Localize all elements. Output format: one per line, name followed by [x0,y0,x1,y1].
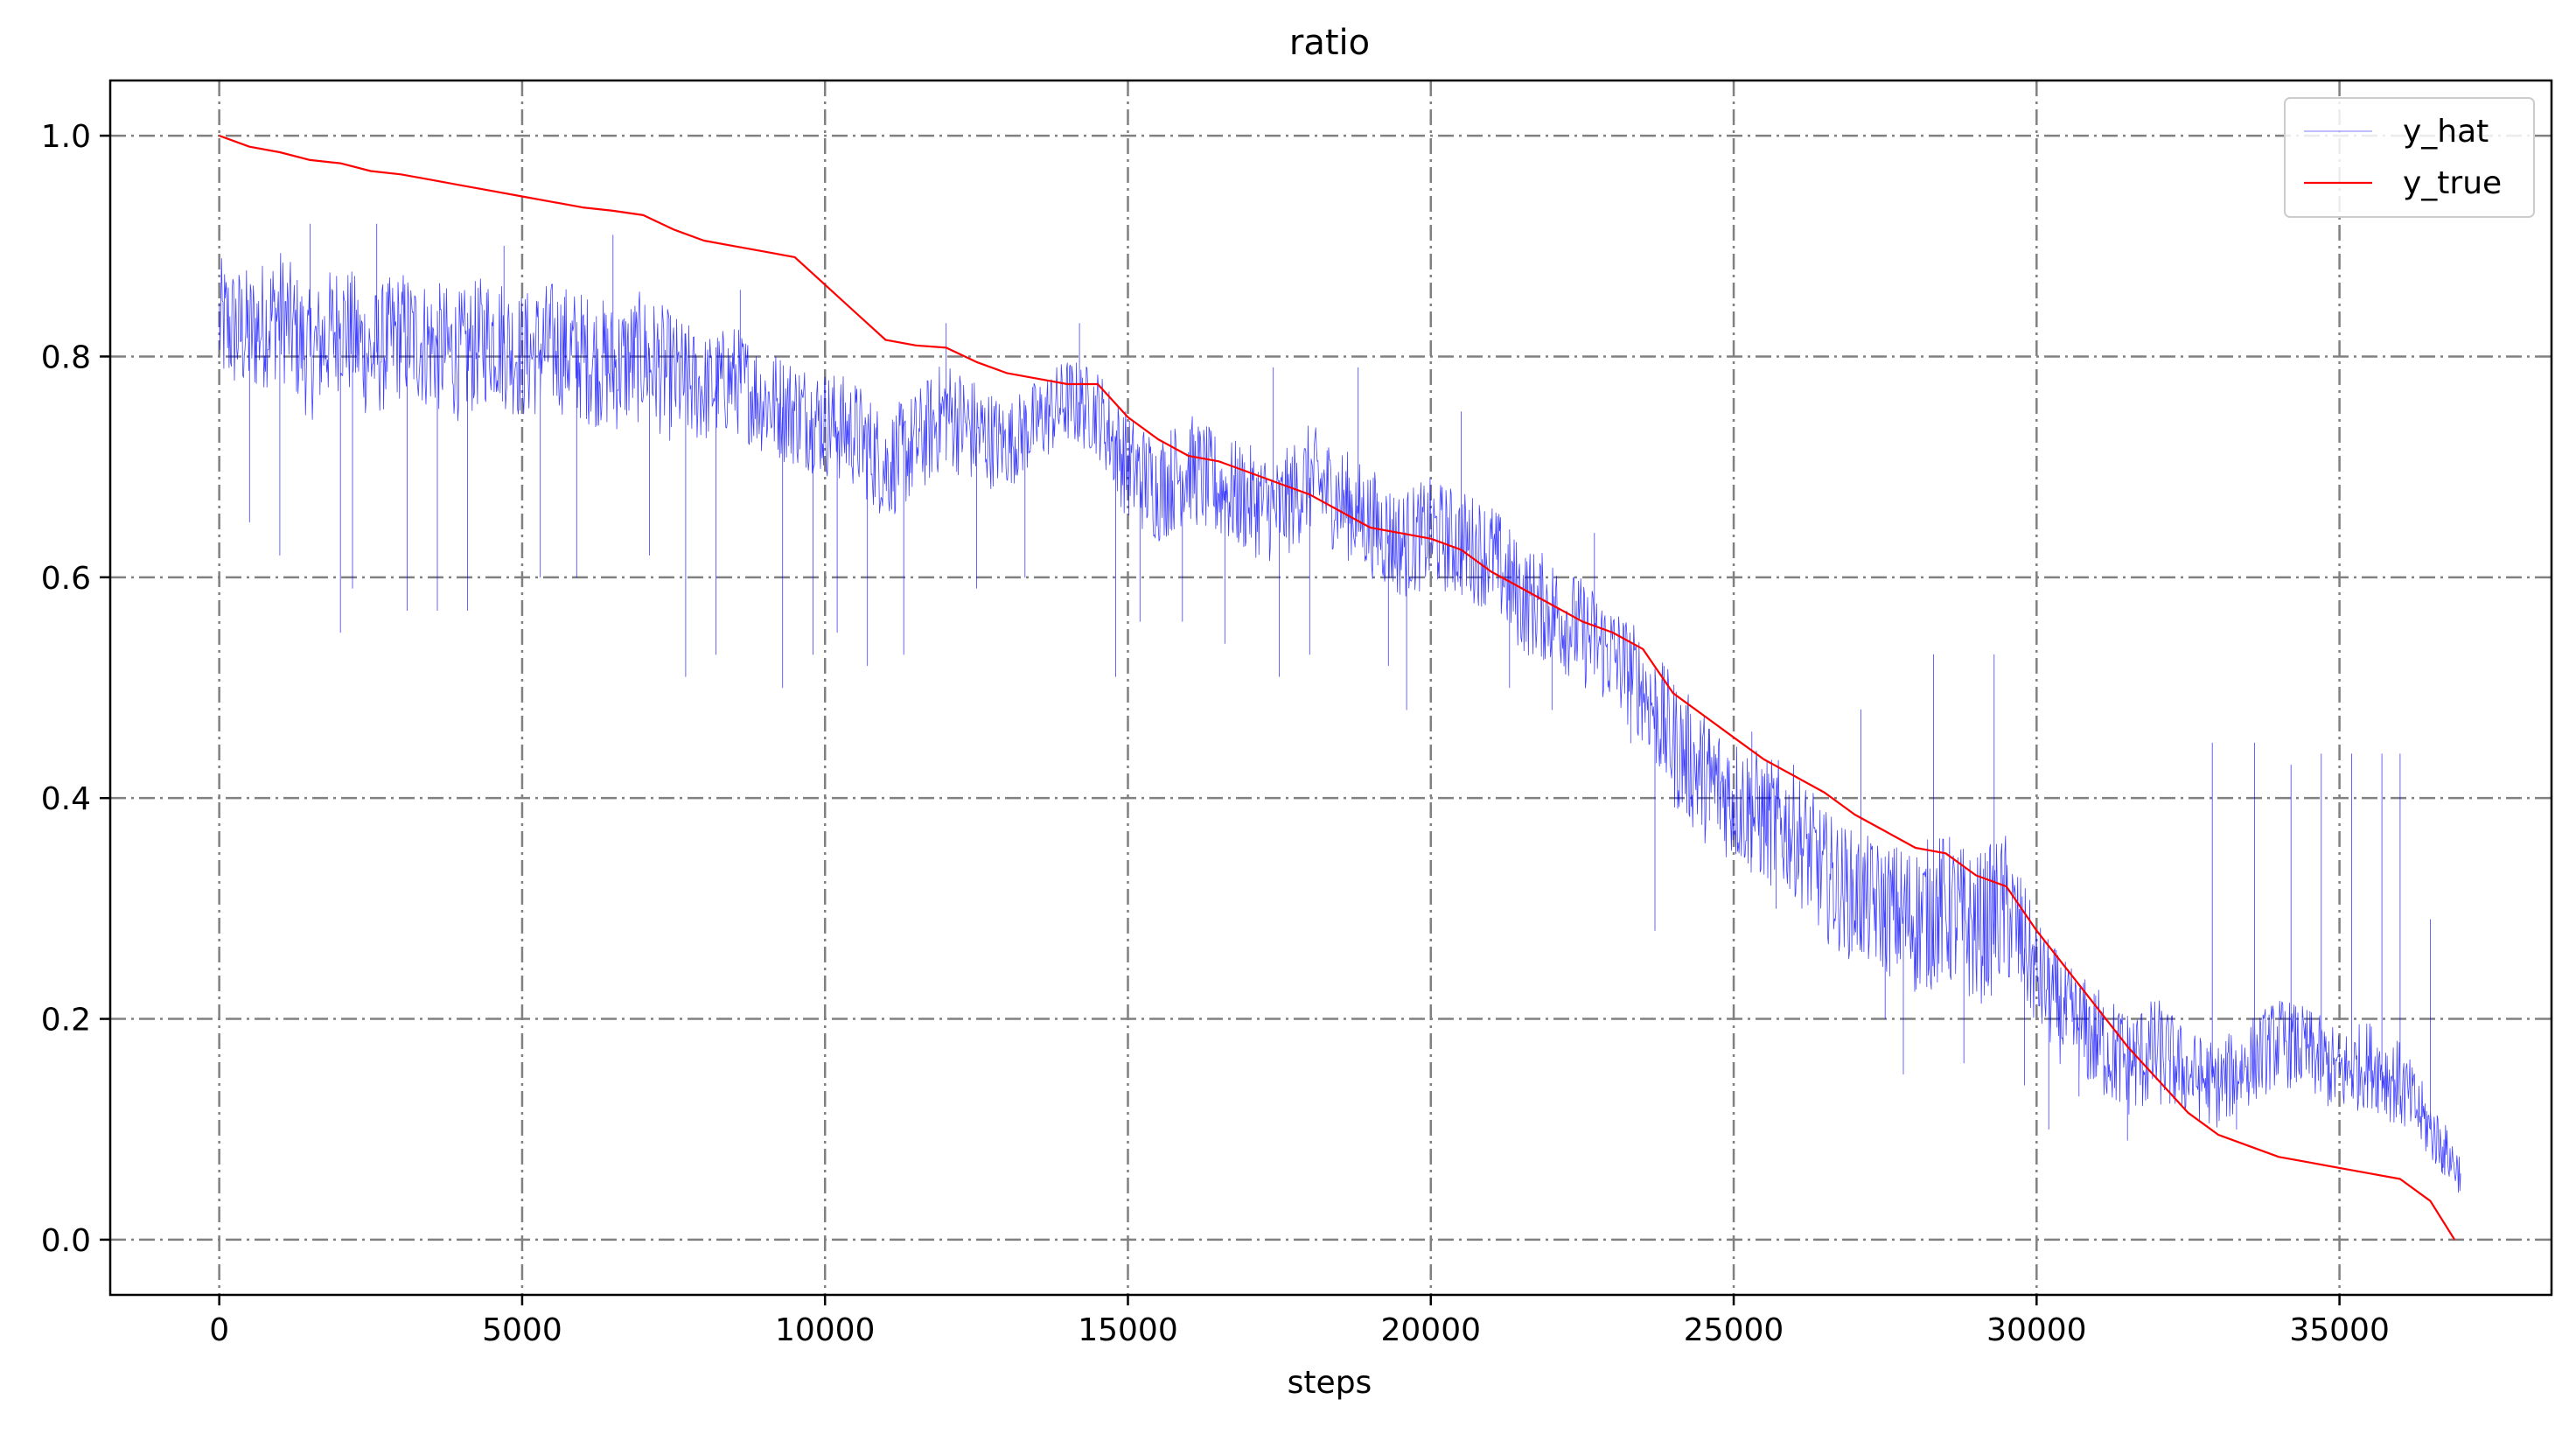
x-tick-label: 10000 [775,1312,876,1348]
x-tick-label: 25000 [1684,1312,1784,1348]
y-tick-label: 0.6 [41,561,91,597]
x-tick-label: 0 [209,1312,229,1348]
y-tick-label: 0.2 [41,1003,91,1039]
x-tick-label: 20000 [1381,1312,1482,1348]
series-lines [219,135,2461,1241]
y-tick-label: 0.8 [41,339,91,375]
series-line-y-hat [219,223,2461,1193]
y-tick-label: 0.0 [41,1223,91,1259]
x-tick-label: 35000 [2289,1312,2390,1348]
y-tick-label: 0.4 [41,781,91,817]
axis-ticks: 0 5000 10000 15000 20000 25000 30000 35000 0.0 0.… [41,119,2390,1348]
x-tick-label: 30000 [1986,1312,2087,1348]
legend-label: y_hat [2403,114,2489,150]
legend-box [2284,97,2535,218]
x-tick-label: 5000 [482,1312,562,1348]
grid [110,80,2552,1295]
series-line-y-true [219,135,2456,1241]
y-tick-label: 1.0 [41,119,91,155]
legend-label: y_true [2403,165,2502,201]
chart-title: ratio [1289,23,1370,63]
plot-frame [108,79,2553,1297]
legend: y_hat y_true [2284,97,2535,218]
x-tick-label: 15000 [1078,1312,1178,1348]
x-axis-label: steps [1288,1365,1372,1401]
